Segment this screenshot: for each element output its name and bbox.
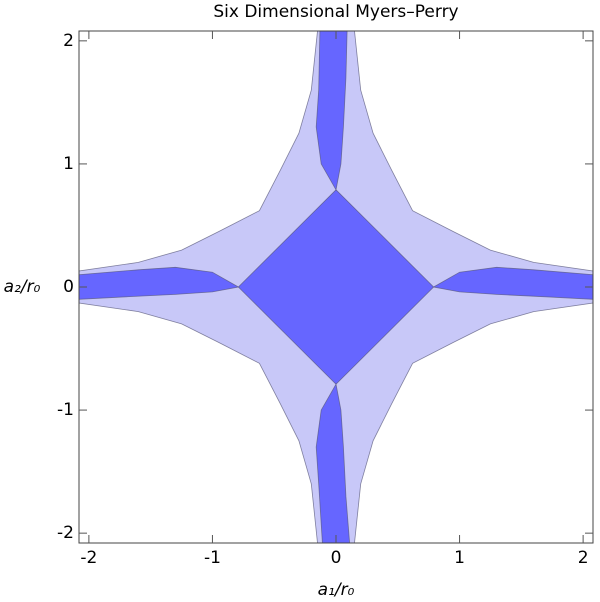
y-tick-label: 2 [63, 31, 74, 51]
y-tick-label: 1 [63, 154, 74, 174]
chart-title: Six Dimensional Myers–Perry [213, 2, 458, 22]
y-axis-label: a₂/r₀ [4, 277, 41, 297]
x-tick-label: 1 [454, 548, 465, 568]
x-tick-label: 2 [578, 548, 589, 568]
y-tick-label: 0 [63, 277, 74, 297]
x-tick-label: 0 [331, 548, 342, 568]
y-tick-label: -2 [57, 523, 74, 543]
x-tick-label: -1 [204, 548, 221, 568]
x-tick-label: -2 [80, 548, 97, 568]
y-tick-label: -1 [57, 400, 74, 420]
x-axis-label: a₁/r₀ [318, 580, 355, 600]
